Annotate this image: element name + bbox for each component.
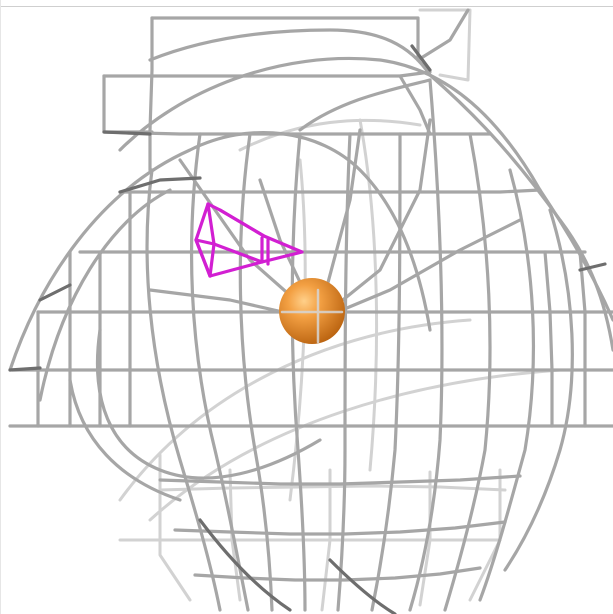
ligand-stick-model xyxy=(194,202,304,278)
electron-density-mesh xyxy=(8,8,613,612)
top-border-line xyxy=(0,6,613,7)
electron-density-mesh-dark xyxy=(8,44,607,614)
atom-overlay-mesh xyxy=(280,288,344,344)
left-border-line xyxy=(0,0,1,614)
